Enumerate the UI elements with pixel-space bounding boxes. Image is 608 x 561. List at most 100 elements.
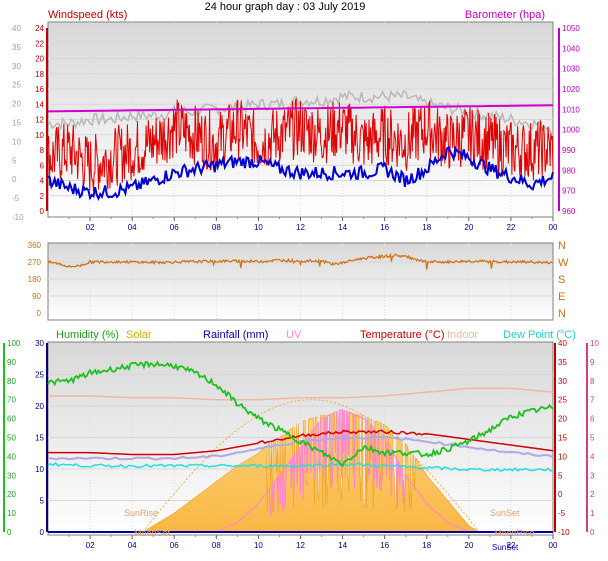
climate-x-tick-label: 16: [380, 541, 389, 550]
climate-right-tick-label: -10: [558, 528, 570, 537]
climate-right-tick-label: 30: [558, 377, 567, 386]
wind-left-tick-label: 4: [40, 177, 45, 186]
climate-outer-left-tick-label: 90: [7, 358, 16, 367]
wind-left-tick-label: 0: [40, 207, 45, 216]
moonset-label: MoonSet: [134, 528, 171, 538]
wind-right-tick-label: 1000: [562, 126, 580, 135]
climate-left-tick-label: 5: [40, 497, 45, 506]
climate-right-tick-label: 10: [558, 452, 567, 461]
climate-outer-left-tick-label: 50: [7, 434, 16, 443]
climate-outer-left-tick-label: 70: [7, 396, 16, 405]
climate-outer-left-tick-label: 30: [7, 471, 16, 480]
wind-right-tick-label: 1050: [562, 24, 580, 33]
wind-left-tick-label: 20: [35, 55, 44, 64]
wind-x-tick-label: 20: [464, 223, 473, 232]
climate-right-tick-label: 20: [558, 415, 567, 424]
wind-left-tick-label: 24: [35, 24, 44, 33]
wind-outer-left-tick-label: -10: [12, 213, 24, 222]
wind-right-tick-label: 960: [562, 207, 576, 216]
wind-x-tick-label: 06: [170, 223, 179, 232]
climate-right-tick-label: 40: [558, 339, 567, 348]
wind-left-tick-label: 22: [35, 39, 44, 48]
wind-outer-left-tick-label: 30: [12, 62, 21, 71]
climate-outer-right-tick-label: 0: [590, 528, 595, 537]
wind-left-tick-label: 16: [35, 85, 44, 94]
climate-left-tick-label: 15: [35, 434, 44, 443]
direction-compass-label: E: [558, 291, 565, 303]
climate-x-tick-label: 08: [212, 541, 221, 550]
climate-outer-left-tick-label: 100: [7, 339, 21, 348]
wind-right-tick-label: 1030: [562, 65, 580, 74]
climate-x-tick-label: 20: [464, 541, 473, 550]
direction-panel-plot: [47, 242, 554, 321]
wind-outer-left-tick-label: 35: [12, 43, 21, 52]
climate-chart-marks: 0102030405060708090100051015202530-10-50…: [3, 339, 599, 550]
dir-left-tick-label: 270: [28, 258, 42, 267]
legend-temperature: Temperature (°C): [360, 329, 444, 341]
legend-solar: Solar: [126, 329, 152, 341]
legend-dewpoint: Dew Point (°C): [503, 329, 576, 341]
indoor-temperature-line: [48, 387, 554, 401]
wind-right-tick-label: 980: [562, 166, 576, 175]
climate-x-tick-label: 14: [338, 541, 347, 550]
wind-outer-left-tick-label: 20: [12, 100, 21, 109]
climate-x-tick-label: 18: [422, 541, 431, 550]
climate-left-tick-label: 0: [40, 528, 45, 537]
wind-outer-left-tick-label: -5: [12, 194, 20, 203]
climate-x-tick-label: 00: [549, 541, 558, 550]
climate-outer-left-tick-label: 40: [7, 452, 16, 461]
climate-outer-left-tick-label: 10: [7, 509, 16, 518]
wind-right-tick-label: 1040: [562, 44, 580, 53]
climate-x-tick-label: 02: [86, 541, 95, 550]
wind-left-tick-label: 12: [35, 116, 44, 125]
climate-outer-left-tick-label: 60: [7, 415, 16, 424]
wind-left-tick-label: 6: [40, 161, 45, 170]
sunrise-label: SunRise: [124, 508, 158, 518]
wind-chart-marks: -10-505101520253035400246810121416182022…: [12, 22, 580, 232]
temperature-line: [48, 429, 554, 456]
windspeed-line: [47, 98, 554, 192]
legend-rainfall: Rainfall (mm): [203, 329, 268, 341]
wind-outer-left-tick-label: 10: [12, 137, 21, 146]
wind-left-tick-label: 10: [35, 131, 44, 140]
climate-left-tick-label: 20: [35, 402, 44, 411]
wind-right-tick-label: 1020: [562, 85, 580, 94]
wind-right-label: Barometer (hpa): [465, 9, 545, 21]
climate-outer-left-tick-label: 80: [7, 377, 16, 386]
wind-x-tick-label: 12: [296, 223, 305, 232]
wind-direction-line: [47, 252, 554, 270]
direction-compass-label: N: [558, 240, 566, 252]
direction-compass-label: S: [558, 274, 565, 286]
wind-x-tick-label: 16: [380, 223, 389, 232]
climate-left-tick-label: 30: [35, 339, 44, 348]
climate-outer-right-tick-label: 1: [590, 509, 595, 518]
wind-right-tick-label: 970: [562, 187, 576, 196]
barometer-line: [47, 104, 554, 113]
climate-outer-right-tick-label: 4: [590, 452, 595, 461]
wind-average-line: [47, 145, 554, 202]
dir-left-tick-label: 90: [32, 292, 41, 301]
climate-outer-left-tick-label: 0: [7, 528, 12, 537]
wind-outer-left-tick-label: 15: [12, 119, 21, 128]
wind-outer-left-tick-label: 0: [12, 175, 17, 184]
climate-right-tick-label: 15: [558, 434, 567, 443]
wind-right-tick-label: 1010: [562, 105, 580, 114]
wind-left-label: Windspeed (kts): [48, 9, 127, 21]
climate-outer-right-tick-label: 5: [590, 434, 595, 443]
wind-left-tick-label: 8: [40, 146, 45, 155]
climate-x-tick-label: 06: [170, 541, 179, 550]
climate-x-tick-label: 22: [506, 541, 515, 550]
legend-indoor: Indoor: [447, 329, 479, 341]
climate-outer-right-tick-label: 10: [590, 339, 599, 348]
climate-right-tick-label: -5: [558, 509, 566, 518]
chart-title: 24 hour graph day : 03 July 2019: [205, 1, 366, 13]
legend-humidity: Humidity (%): [56, 329, 119, 341]
climate-outer-right-tick-label: 7: [590, 396, 595, 405]
climate-x-tick-label: 10: [254, 541, 263, 550]
climate-right-tick-label: 5: [558, 471, 563, 480]
wind-x-tick-label: 02: [86, 223, 95, 232]
climate-outer-right-tick-label: 9: [590, 358, 595, 367]
wind-outer-left-tick-label: 5: [12, 156, 17, 165]
